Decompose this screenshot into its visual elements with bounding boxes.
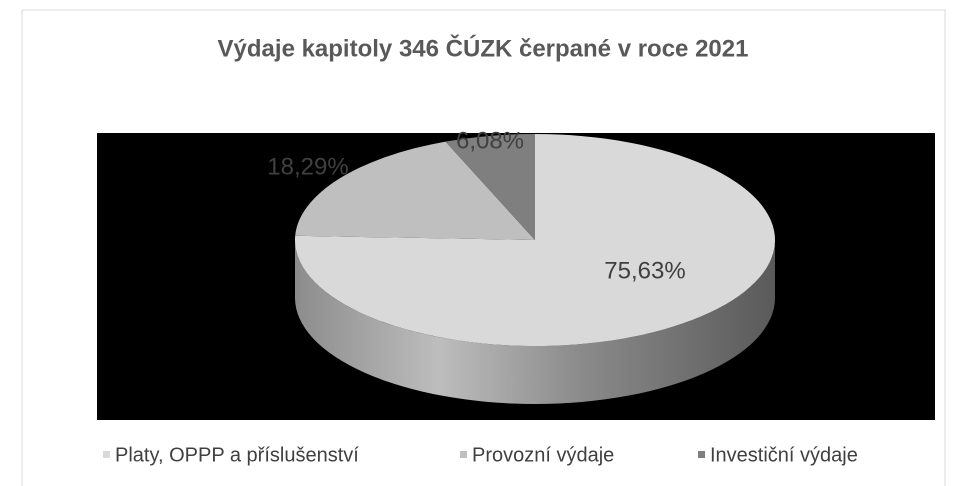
data-label: 6,08% [456, 127, 524, 154]
legend-swatch [698, 451, 705, 458]
slice [295, 141, 535, 240]
chart-title: Výdaje kapitoly 346 ČÚZK čerpané v roce … [218, 34, 749, 62]
legend-swatch [460, 451, 467, 458]
legend-label: Platy, OPPP a příslušenství [115, 444, 359, 466]
data-label: 75,63% [604, 257, 685, 284]
legend-label: Investiční výdaje [710, 444, 858, 466]
legend-label: Provozní výdaje [472, 444, 614, 466]
data-label: 18,29% [267, 153, 348, 180]
slice [295, 134, 775, 347]
slice-side [295, 240, 775, 404]
legend-swatch [103, 451, 110, 458]
slice [445, 134, 535, 240]
